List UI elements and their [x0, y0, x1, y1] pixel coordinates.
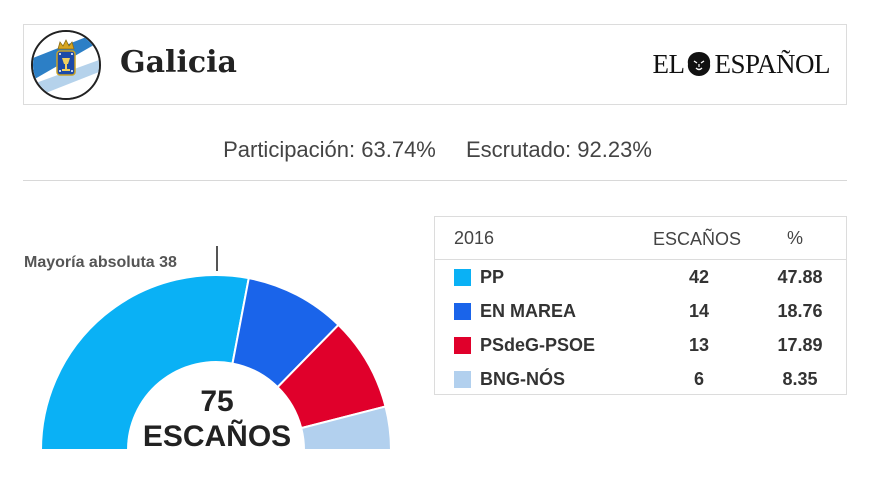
- table-row: EN MAREA 14 18.76: [435, 295, 846, 329]
- brand-left-text: EL: [652, 49, 685, 79]
- participation-text: Participación: 63.74%: [223, 137, 436, 162]
- divider: [23, 180, 847, 181]
- table-row: PP 42 47.88: [435, 261, 846, 295]
- total-seats-label: ESCAÑOS: [142, 420, 292, 453]
- party-name: BNG-NÓS: [480, 369, 565, 389]
- seat-segment[interactable]: [300, 405, 393, 451]
- seat-segment[interactable]: [39, 274, 250, 451]
- header-card: Galicia EL ESPAÑOL: [23, 24, 847, 105]
- party-color-swatch: [454, 337, 471, 354]
- publisher-logo[interactable]: EL ESPAÑOL: [652, 49, 830, 85]
- seats-column-header: ESCAÑOS: [653, 229, 742, 249]
- region-title: Galicia: [120, 45, 237, 80]
- party-name: PP: [480, 267, 505, 287]
- table-row: PSdeG-PSOE 13 17.89: [435, 329, 846, 363]
- year-header: 2016: [454, 228, 495, 248]
- party-seats: 6: [693, 369, 704, 389]
- party-seats: 14: [688, 301, 710, 321]
- galicia-coat-of-arms-icon: [31, 30, 101, 100]
- party-seats: 13: [688, 335, 710, 355]
- majority-marker: [216, 246, 218, 271]
- counted-text: Escrutado: 92.23%: [466, 137, 652, 162]
- party-color-swatch: [454, 303, 471, 320]
- results-table: 2016 ESCAÑOS % PP 42 47.88 EN MAREA 14 18.76 P…: [434, 216, 847, 395]
- party-name: PSdeG-PSOE: [480, 335, 596, 355]
- party-seats: 42: [688, 267, 710, 287]
- lion-head-icon: [685, 50, 713, 85]
- total-seats-number: 75: [200, 385, 234, 418]
- party-percent: 47.88: [777, 267, 823, 287]
- hemicycle-chart: [39, 274, 393, 451]
- total-seats: 75 ESCAÑOS: [117, 384, 317, 454]
- party-percent: 18.76: [777, 301, 823, 321]
- party-color-swatch: [454, 269, 471, 286]
- party-name: EN MAREA: [480, 301, 577, 321]
- party-percent: 17.89: [777, 335, 823, 355]
- table-row: BNG-NÓS 6 8.35: [435, 363, 846, 397]
- results-table-header: 2016 ESCAÑOS %: [435, 217, 846, 260]
- brand-right-text: ESPAÑOL: [714, 49, 830, 79]
- majority-label: Mayoría absoluta 38: [24, 254, 177, 271]
- party-percent: 8.35: [782, 369, 818, 389]
- election-stats: Participación: 63.74% Escrutado: 92.23%: [0, 137, 875, 163]
- party-color-swatch: [454, 371, 471, 388]
- percent-column-header: %: [787, 228, 804, 248]
